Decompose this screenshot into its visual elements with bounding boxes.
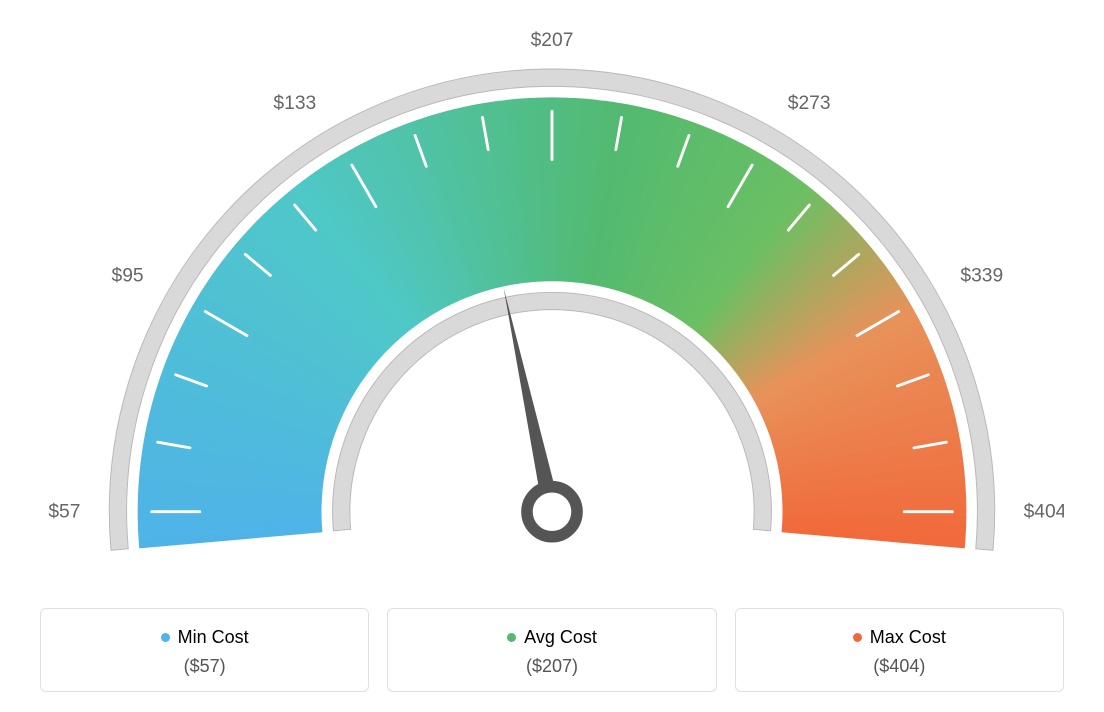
gauge-tick-label: $339 bbox=[960, 266, 1003, 287]
legend-title-min: Min Cost bbox=[178, 627, 249, 648]
legend-value-max: ($404) bbox=[744, 656, 1055, 677]
cost-gauge: $57 $95 $133 $207 $273 $339 $404 bbox=[40, 20, 1064, 580]
legend-card-min: Min Cost ($57) bbox=[40, 608, 369, 692]
dot-min-icon bbox=[161, 633, 170, 642]
dot-avg-icon bbox=[507, 633, 516, 642]
legend-title-max: Max Cost bbox=[870, 627, 946, 648]
gauge-container: $57 $95 $133 $207 $273 $339 $404 bbox=[20, 20, 1084, 580]
gauge-pivot bbox=[527, 487, 577, 537]
gauge-needle bbox=[504, 288, 554, 485]
gauge-tick-label: $404 bbox=[1024, 502, 1064, 523]
legend-card-max: Max Cost ($404) bbox=[735, 608, 1064, 692]
gauge-tick-label: $57 bbox=[48, 502, 80, 523]
legend-row: Min Cost ($57) Avg Cost ($207) Max Cost … bbox=[20, 608, 1084, 692]
legend-card-avg: Avg Cost ($207) bbox=[387, 608, 716, 692]
legend-value-avg: ($207) bbox=[396, 656, 707, 677]
legend-value-min: ($57) bbox=[49, 656, 360, 677]
gauge-tick-label: $133 bbox=[273, 93, 316, 114]
legend-title-avg: Avg Cost bbox=[524, 627, 597, 648]
dot-max-icon bbox=[853, 633, 862, 642]
gauge-tick-label: $207 bbox=[531, 30, 574, 51]
gauge-tick-label: $95 bbox=[112, 266, 144, 287]
gauge-tick-label: $273 bbox=[788, 93, 831, 114]
